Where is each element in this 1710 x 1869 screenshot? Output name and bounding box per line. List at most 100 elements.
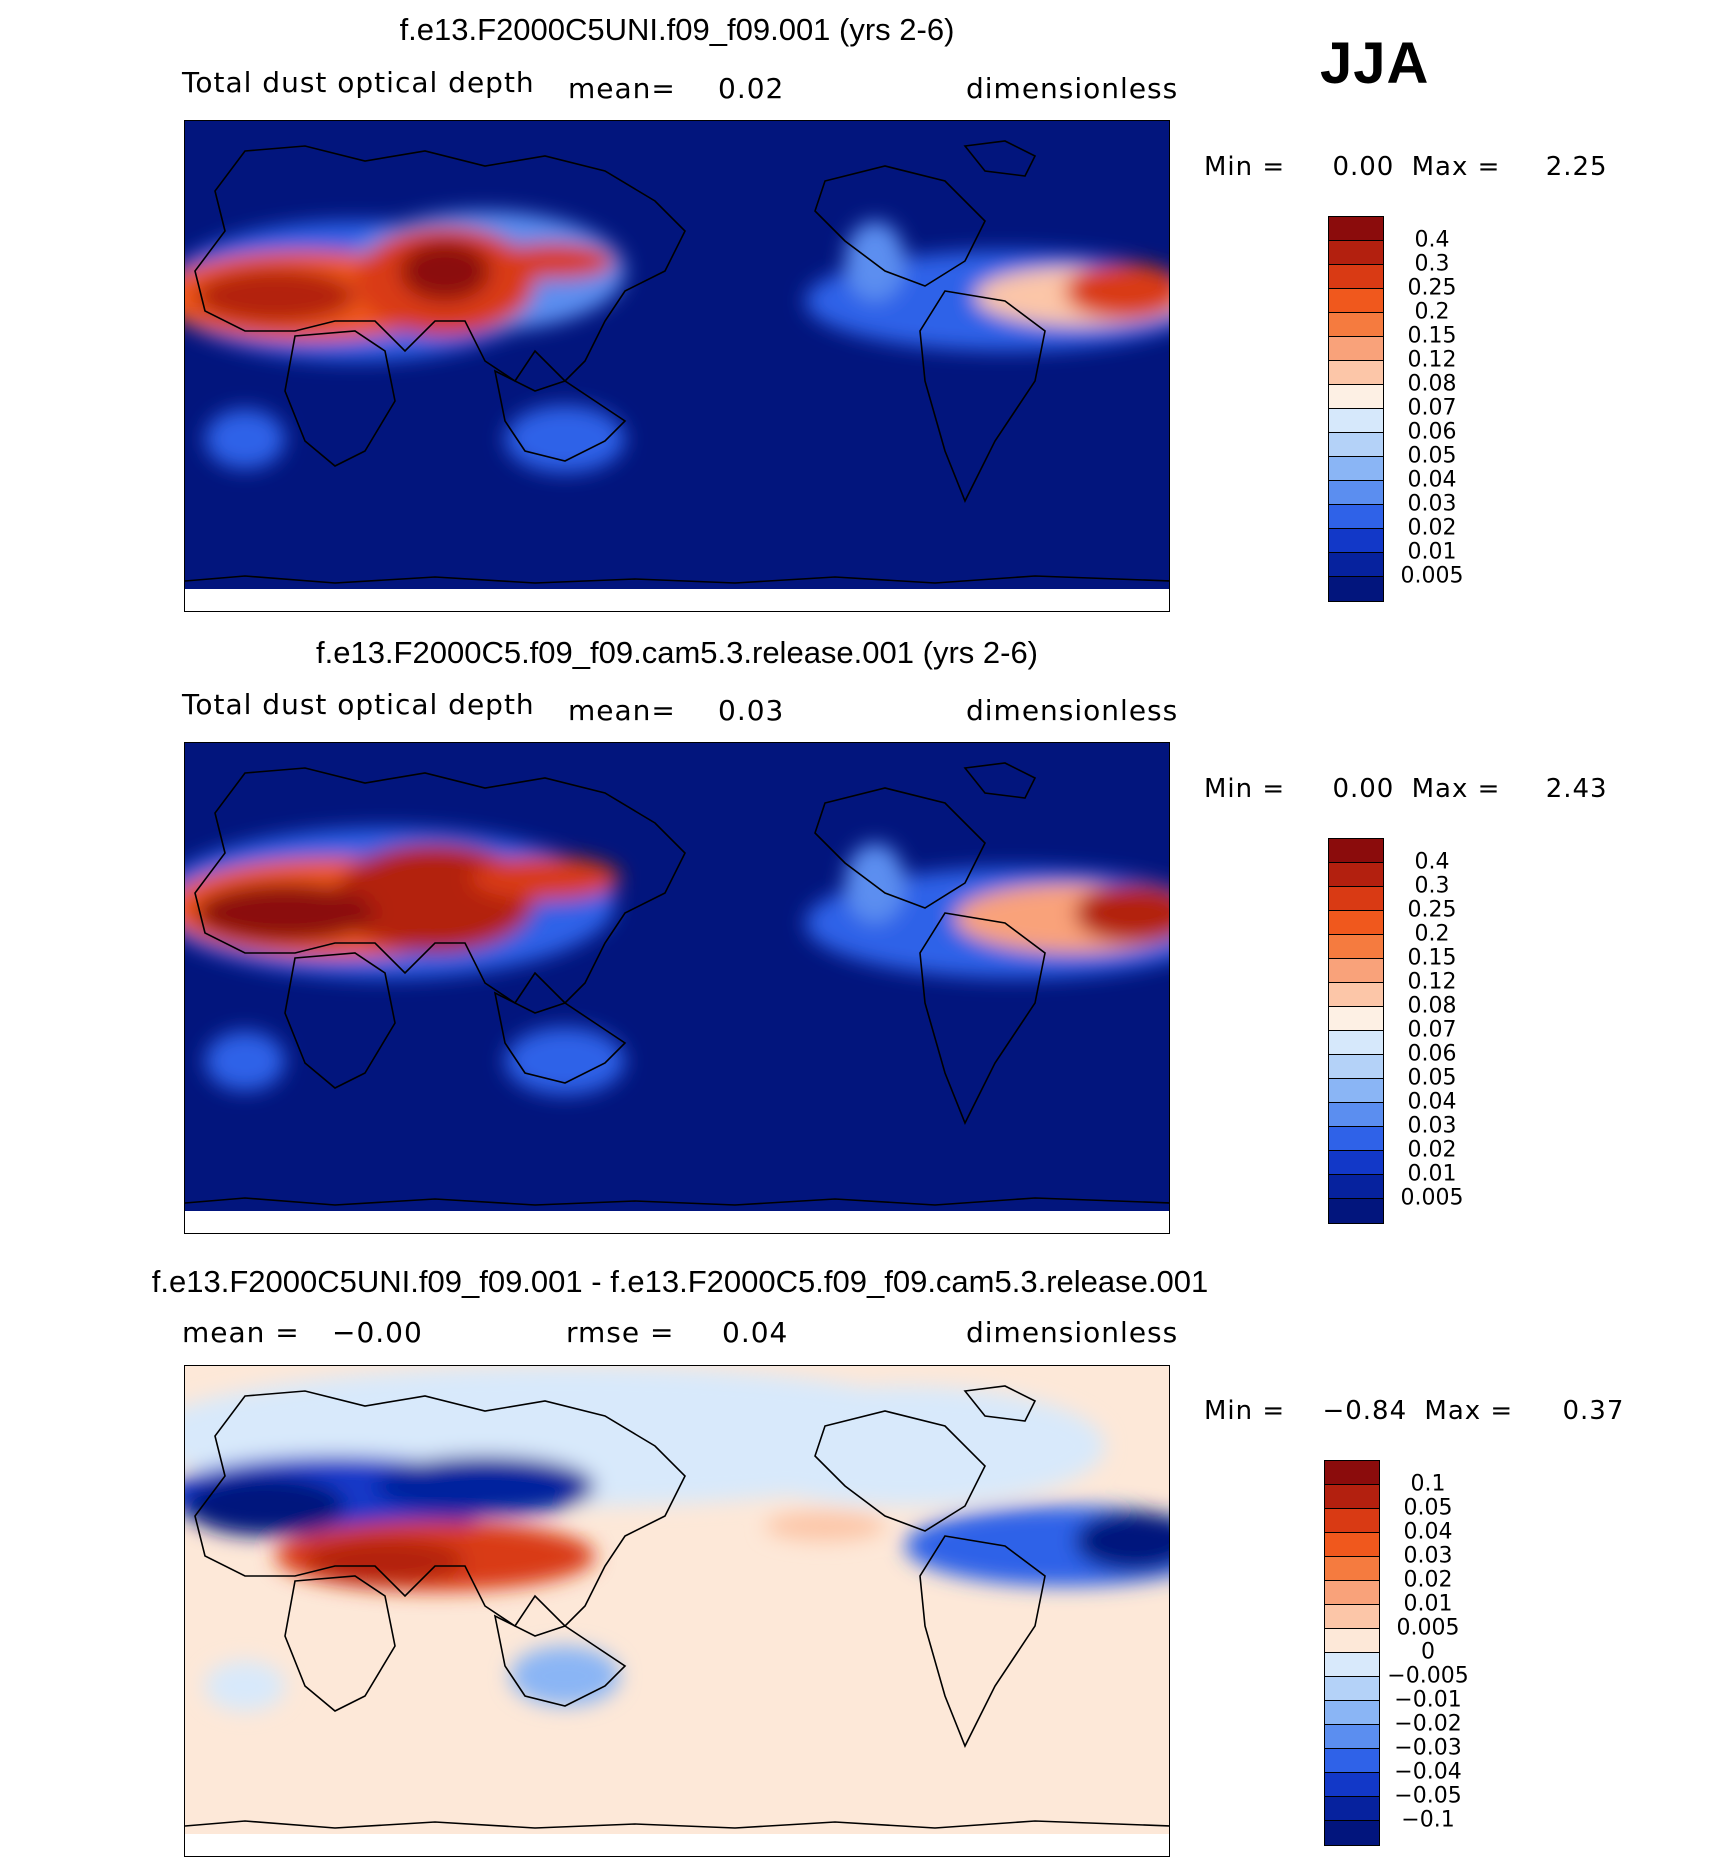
panel-2-mean-label: mean= xyxy=(568,694,676,727)
colorbar-tick-label: 0.01 xyxy=(1407,1161,1457,1187)
panel-2-field: Total dust optical depth xyxy=(182,688,535,721)
panel-2-map xyxy=(184,742,1170,1234)
colorbar-swatch xyxy=(1329,863,1383,887)
colorbar-tick-label: 0.02 xyxy=(1407,515,1457,541)
colorbar-tick-label: 0.04 xyxy=(1403,1519,1453,1545)
colorbar-swatch xyxy=(1329,409,1383,433)
panel-1-field: Total dust optical depth xyxy=(182,66,535,99)
panel-3-min-value: −0.84 xyxy=(1322,1396,1408,1426)
panel-2-min-label: Min = xyxy=(1204,774,1286,804)
panel-1-map-svg xyxy=(185,121,1169,611)
colorbar-tick-label: −0.1 xyxy=(1401,1807,1455,1833)
colorbar-swatch xyxy=(1325,1701,1379,1725)
colorbar-swatch xyxy=(1325,1557,1379,1581)
colorbar-swatch xyxy=(1325,1605,1379,1629)
colorbar-swatches xyxy=(1328,838,1384,1224)
colorbar-tick-label: 0 xyxy=(1421,1639,1435,1665)
colorbar-tick-label: 0.25 xyxy=(1407,275,1457,301)
colorbar-tick-label: 0.05 xyxy=(1403,1495,1453,1521)
colorbar-tick-label: −0.04 xyxy=(1394,1759,1462,1785)
colorbar-swatch xyxy=(1325,1749,1379,1773)
colorbar-swatch xyxy=(1329,265,1383,289)
colorbar-swatch xyxy=(1329,1127,1383,1151)
colorbar-swatch xyxy=(1329,385,1383,409)
panel-1-units: dimensionless xyxy=(966,72,1179,105)
panel-3-mean-value: −0.00 xyxy=(332,1316,423,1349)
panel-3-max-label: Max = xyxy=(1424,1396,1514,1426)
panel-1-min-value: 0.00 xyxy=(1332,152,1395,182)
panel-2-mean-value: 0.03 xyxy=(718,694,785,727)
colorbar-swatch xyxy=(1325,1797,1379,1821)
colorbar-swatch xyxy=(1329,1079,1383,1103)
colorbar-swatch xyxy=(1325,1677,1379,1701)
colorbar-tick-label: 0.05 xyxy=(1407,1065,1457,1091)
colorbar-tick-label: 0.12 xyxy=(1407,969,1457,995)
panel-3-map xyxy=(184,1365,1170,1857)
colorbar-tick-label: −0.03 xyxy=(1394,1735,1462,1761)
panel-3-map-svg xyxy=(185,1366,1169,1856)
colorbar-swatch xyxy=(1329,529,1383,553)
colorbar-swatch xyxy=(1329,505,1383,529)
panel-1-min-label: Min = xyxy=(1204,152,1286,182)
colorbar-swatch xyxy=(1329,361,1383,385)
colorbar-tick-label: 0.005 xyxy=(1400,1185,1464,1211)
colorbar-tick-label: −0.01 xyxy=(1394,1687,1462,1713)
colorbar-tick-label: 0.4 xyxy=(1414,227,1450,253)
colorbar-swatch xyxy=(1329,433,1383,457)
colorbar-swatch xyxy=(1329,217,1383,241)
colorbar-tick-label: 0.02 xyxy=(1403,1567,1453,1593)
colorbar-swatch xyxy=(1325,1509,1379,1533)
colorbar-tick-label: 0.1 xyxy=(1410,1471,1446,1497)
colorbar-tick-label: 0.02 xyxy=(1407,1137,1457,1163)
colorbar-swatch xyxy=(1329,1199,1383,1223)
colorbar-swatch xyxy=(1329,911,1383,935)
colorbar-tick-label: 0.03 xyxy=(1403,1543,1453,1569)
colorbar-swatch xyxy=(1329,959,1383,983)
panel-3-min-max: Min = −0.84 Max = 0.37 xyxy=(1204,1396,1624,1426)
panel-3-mean-label: mean = xyxy=(182,1316,300,1349)
colorbar-swatch xyxy=(1329,337,1383,361)
colorbar-swatch xyxy=(1329,457,1383,481)
colorbar-swatch xyxy=(1325,1461,1379,1485)
colorbar-swatch xyxy=(1325,1653,1379,1677)
colorbar-swatch xyxy=(1325,1629,1379,1653)
colorbar-swatch xyxy=(1325,1821,1379,1845)
colorbar-tick-label: 0.15 xyxy=(1407,323,1457,349)
colorbar-tick-label: 0.3 xyxy=(1414,873,1450,899)
colorbar-tick-label: 0.03 xyxy=(1407,491,1457,517)
panel-2-units: dimensionless xyxy=(966,694,1179,727)
colorbar-tick-label: 0.06 xyxy=(1407,419,1457,445)
panel-3-min-label: Min = xyxy=(1204,1396,1286,1426)
colorbar-swatches xyxy=(1328,216,1384,602)
colorbar-tick-label: 0.2 xyxy=(1414,921,1450,947)
colorbar-swatch xyxy=(1329,1103,1383,1127)
colorbar-tick-label: 0.01 xyxy=(1407,539,1457,565)
colorbar-swatch xyxy=(1329,935,1383,959)
panel-2-title: f.e13.F2000C5.f09_f09.cam5.3.release.001… xyxy=(315,635,1039,670)
colorbar-tick-label: 0.005 xyxy=(1400,563,1464,589)
colorbar-swatch xyxy=(1325,1485,1379,1509)
colorbar-tick-label: 0.4 xyxy=(1414,849,1450,875)
colorbar-swatch xyxy=(1329,983,1383,1007)
colorbar-tick-label: 0.08 xyxy=(1407,993,1457,1019)
colorbar-swatch xyxy=(1329,839,1383,863)
colorbar-swatches xyxy=(1324,1460,1380,1846)
panel-1-max-label: Max = xyxy=(1411,152,1501,182)
colorbar-swatch xyxy=(1325,1533,1379,1557)
colorbar-swatch xyxy=(1329,887,1383,911)
colorbar-tick-label: 0.08 xyxy=(1407,371,1457,397)
panel-3-units: dimensionless xyxy=(966,1316,1179,1349)
colorbar-swatch xyxy=(1329,1007,1383,1031)
colorbar-swatch xyxy=(1329,553,1383,577)
colorbar-tick-label: 0.04 xyxy=(1407,467,1457,493)
season-label: JJA xyxy=(1320,31,1430,96)
panel-3-rmse-label: rmse = xyxy=(566,1316,675,1349)
colorbar-tick-label: 0.15 xyxy=(1407,945,1457,971)
colorbar-tick-label: −0.02 xyxy=(1394,1711,1462,1737)
panel-1-title: f.e13.F2000C5UNI.f09_f09.001 (yrs 2-6) xyxy=(399,12,955,47)
colorbar-swatch xyxy=(1329,577,1383,601)
panel-2-map-svg xyxy=(185,743,1169,1233)
panel-1-mean-value: 0.02 xyxy=(718,72,785,105)
panel-1-min-max: Min = 0.00 Max = 2.25 xyxy=(1204,152,1608,182)
colorbar-tick-label: 0.07 xyxy=(1407,1017,1457,1043)
